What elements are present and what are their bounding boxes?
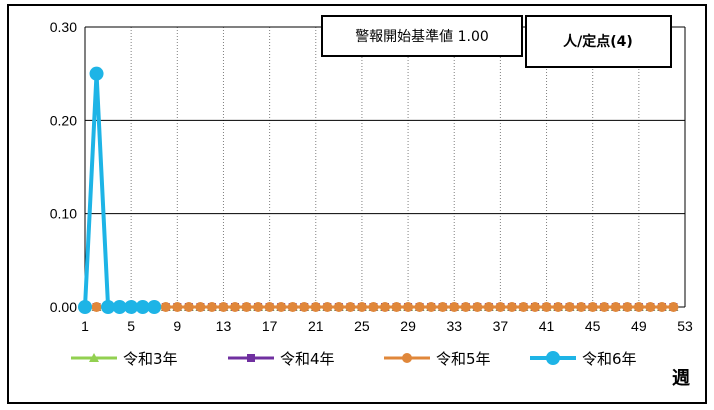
data-point [414, 302, 425, 312]
x-tick-label: 33 [446, 318, 462, 334]
data-point [345, 302, 356, 312]
data-point [483, 302, 494, 312]
data-point [622, 302, 633, 312]
data-point [206, 302, 217, 312]
x-tick-label: 5 [127, 318, 135, 334]
data-point [645, 302, 656, 312]
unit-label: 人/定点(4) [563, 33, 633, 50]
data-point [587, 302, 598, 312]
data-point [599, 302, 610, 312]
data-point [322, 302, 333, 312]
x-tick-label: 45 [585, 318, 601, 334]
data-point [495, 302, 506, 312]
x-tick-label: 29 [400, 318, 416, 334]
data-point [89, 66, 104, 81]
legend-label: 令和3年 [123, 350, 178, 368]
data-point [241, 302, 252, 312]
data-point [172, 302, 183, 312]
data-point [541, 302, 552, 312]
data-point [403, 302, 414, 312]
data-point [633, 302, 644, 312]
data-point [264, 302, 275, 312]
data-point [506, 302, 517, 312]
label-layer: 0.00 0.10 0.20 0.30 1 5 9 13 17 21 25 29 33 37 41 45 49 5… [50, 19, 693, 334]
x-tick-label: 13 [216, 318, 232, 334]
data-point [356, 302, 367, 312]
x-tick-label: 17 [262, 318, 278, 334]
x-tick-label: 37 [493, 318, 509, 334]
data-point [576, 302, 587, 312]
y-tick-label: 0.10 [50, 206, 77, 222]
data-point [449, 302, 460, 312]
data-point [160, 302, 171, 312]
y-tick-label: 0.00 [50, 299, 77, 315]
data-point [112, 300, 127, 314]
data-point [124, 300, 139, 314]
data-point [610, 302, 621, 312]
data-point [135, 300, 150, 314]
data-point [287, 302, 298, 312]
data-point [218, 302, 229, 312]
legend: 令和3年 令和4年 令和5年 令和6年 [71, 350, 637, 368]
data-point [195, 302, 206, 312]
data-point [368, 302, 379, 312]
data-point [183, 302, 194, 312]
data-point [391, 302, 402, 312]
data-point [230, 302, 240, 312]
legend-label: 令和4年 [280, 350, 335, 368]
axis-layer [84, 27, 686, 307]
x-tick-label: 53 [677, 318, 693, 334]
data-point [333, 302, 344, 312]
data-point [530, 302, 540, 312]
legend-label: 令和5年 [436, 350, 491, 368]
data-point [147, 300, 162, 314]
series-layer [78, 66, 679, 314]
x-tick-label: 9 [173, 318, 181, 334]
chart-frame: 0.00 0.10 0.20 0.30 1 5 9 13 17 21 25 29 33 37 41 45 49 5… [7, 4, 707, 404]
threshold-label: 警報開始基準値 1.00 [355, 28, 489, 45]
legend-marker [89, 353, 99, 362]
threshold-box [321, 15, 523, 57]
data-point [299, 302, 310, 312]
x-tick-label: 1 [81, 318, 89, 334]
unit-box [525, 15, 672, 68]
data-point [276, 302, 287, 312]
y-tick-label: 0.20 [50, 112, 77, 128]
x-tick-label: 25 [354, 318, 370, 334]
legend-marker [402, 353, 412, 363]
series-line [83, 71, 155, 309]
data-point [253, 302, 264, 312]
data-point [472, 302, 483, 312]
data-point [101, 300, 116, 314]
data-point [426, 302, 437, 312]
data-point [656, 302, 667, 312]
data-point [380, 302, 390, 312]
legend-label: 令和6年 [582, 350, 637, 368]
data-point [668, 302, 679, 312]
data-point [437, 302, 448, 312]
data-point [91, 302, 102, 312]
x-tick-label: 41 [539, 318, 555, 334]
data-point [78, 300, 92, 314]
data-point [518, 302, 529, 312]
data-point [460, 302, 471, 312]
x-axis-title: 週 [672, 368, 690, 389]
data-point [310, 302, 321, 312]
x-tick-label: 49 [631, 318, 647, 334]
legend-marker [247, 354, 255, 362]
data-point [553, 302, 564, 312]
grid-layer [85, 26, 686, 308]
legend-marker [546, 351, 560, 365]
chart-svg: 0.00 0.10 0.20 0.30 1 5 9 13 17 21 25 29 33 37 41 45 49 5… [50, 15, 693, 389]
data-point [564, 302, 575, 312]
x-tick-label: 21 [308, 318, 324, 334]
y-tick-label: 0.30 [50, 19, 77, 35]
